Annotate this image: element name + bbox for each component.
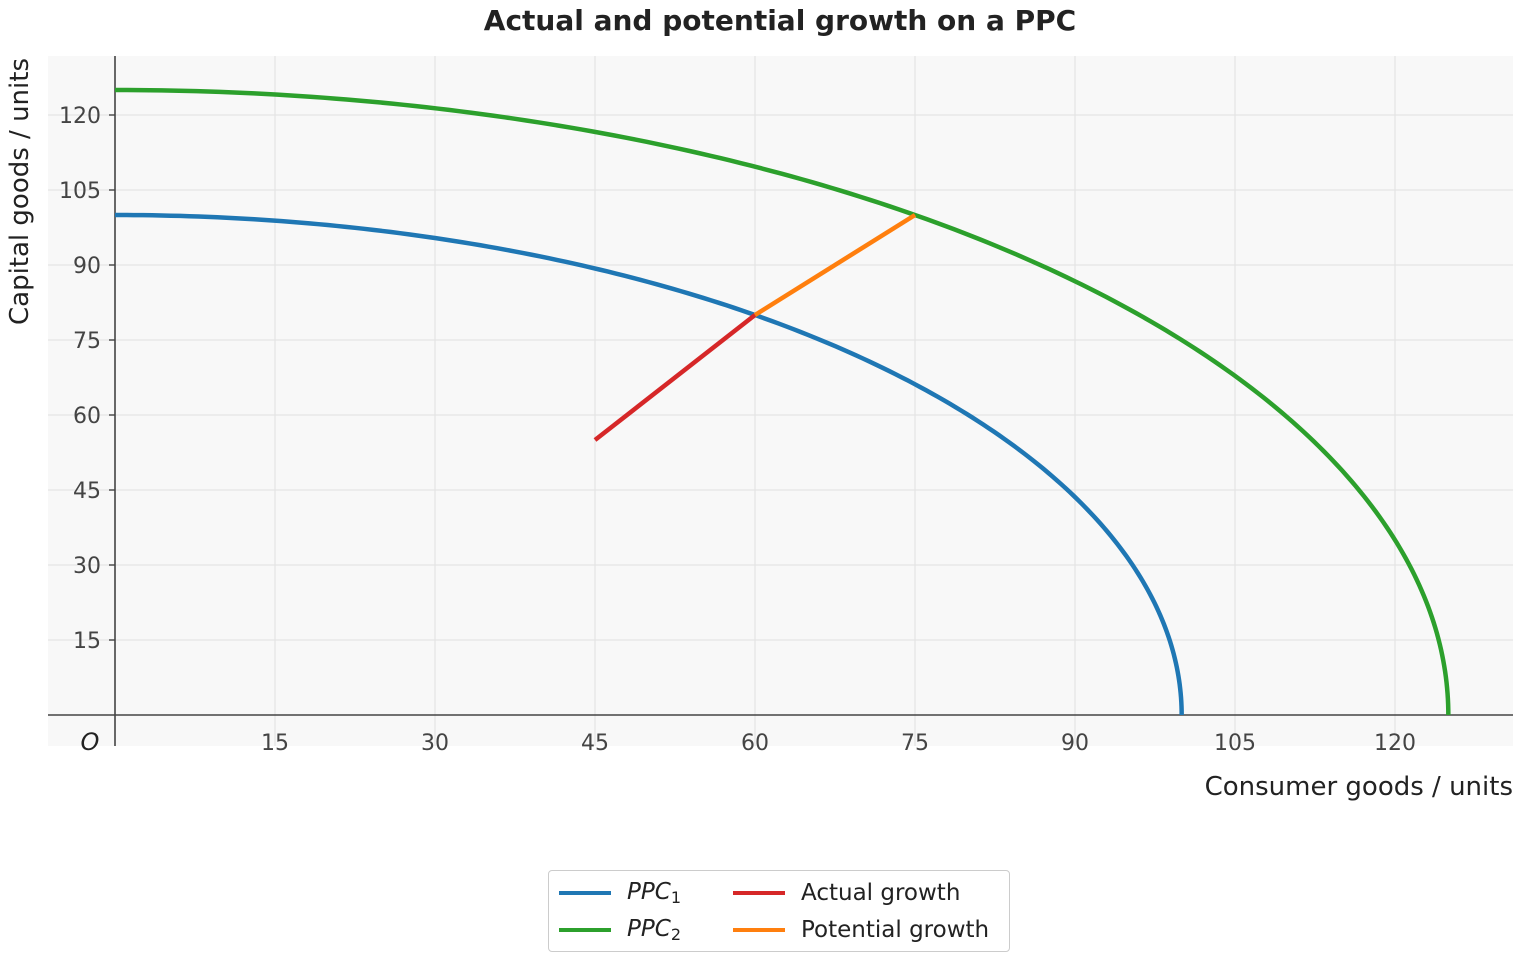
legend-label-ppc1: PPC1 [627,879,681,907]
y-tick-label: 45 [73,479,101,504]
legend-label-ppc2: PPC2 [627,916,681,944]
legend-item-potential-growth: Potential growth [733,915,989,945]
x-tick-label: 105 [1214,731,1256,756]
x-tick-label: 90 [1061,731,1089,756]
legend-swatch-ppc2 [559,928,611,932]
x-tick-label: 45 [581,731,609,756]
x-tick-label: 15 [261,731,289,756]
tick-labels: 15 30 45 60 75 90 105 120 15 30 45 60 75 90 105 120 [59,104,1416,756]
legend-item-ppc2: PPC2 [559,915,681,945]
legend-item-ppc1: PPC1 [559,878,681,908]
grid-lines [48,56,1513,746]
x-axis-label: Consumer goods / units [1205,772,1513,802]
legend-label-actual-growth: Actual growth [801,880,961,906]
series-line-ppc1 [114,212,1184,716]
plot-background [48,56,1513,746]
series-line-actual-growth [593,313,757,442]
y-tick-label: 105 [59,179,101,204]
x-tick-label: 60 [741,731,769,756]
x-tick-label: 30 [421,731,449,756]
x-tick-label: 120 [1374,731,1416,756]
y-tick-label: 15 [73,629,101,654]
series-line-potential-growth [753,213,917,317]
legend-item-actual-growth: Actual growth [733,878,960,908]
y-tick-label: 120 [59,104,101,129]
legend-swatch-actual-growth [733,891,785,895]
y-axis-label: Capital goods / units [5,58,35,325]
y-tick-label: 60 [73,404,101,429]
origin-label: O [81,728,100,756]
x-tick-label: 75 [901,731,929,756]
chart-legend: PPC1 PPC2 Actual growth Potential growth [548,870,1010,952]
y-tick-label: 75 [73,329,101,354]
legend-swatch-potential-growth [733,928,785,932]
legend-swatch-ppc1 [559,891,611,895]
series-line-ppc2 [114,87,1451,716]
y-tick-label: 30 [73,554,101,579]
y-tick-label: 90 [73,254,101,279]
series-lines [114,87,1451,716]
legend-label-potential-growth: Potential growth [801,917,990,943]
chart-title: Actual and potential growth on a PPC [484,4,1076,37]
axes [48,56,1513,746]
